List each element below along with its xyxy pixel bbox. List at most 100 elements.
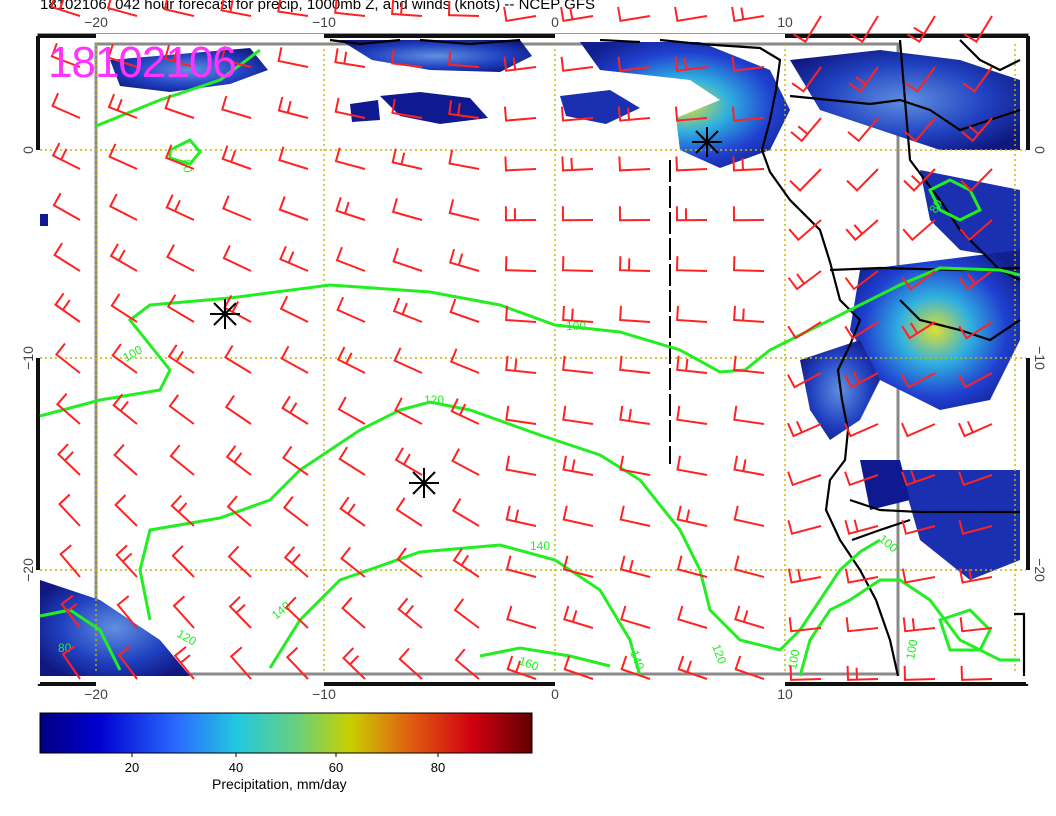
wind-barb — [561, 256, 594, 272]
wind-barb — [731, 6, 765, 23]
wind-barb — [619, 555, 651, 578]
wind-barb — [334, 97, 366, 119]
wind-barb — [505, 555, 537, 578]
wind-barb — [505, 305, 537, 323]
wind-barb — [173, 646, 195, 680]
precip-blob-sw — [40, 580, 190, 676]
wind-barb — [617, 6, 651, 23]
wind-barb — [391, 0, 423, 17]
wind-barb — [787, 321, 822, 340]
wind-barb — [396, 547, 423, 578]
lon-top-tick: −20 — [84, 14, 108, 30]
wind-barb — [846, 665, 879, 681]
contour-labels: 80 80 100 100 120 120 120 140 140 140 16… — [58, 158, 945, 674]
wind-barb — [228, 595, 252, 629]
wind-barb — [674, 56, 708, 72]
wind-barb — [283, 546, 309, 578]
wind-barb — [562, 355, 594, 374]
wind-barb — [284, 596, 309, 629]
wind-barb — [50, 42, 81, 68]
wind-barb — [107, 43, 138, 68]
wind-barb — [172, 595, 195, 629]
wind-barb — [335, 246, 366, 272]
asterisk-marker-gulf — [692, 127, 722, 157]
wind-barb — [107, 93, 138, 119]
contour-label: 120 — [175, 626, 200, 648]
wind-barb — [342, 647, 366, 680]
lon-top-tick: −10 — [312, 14, 336, 30]
precip-blob-nw — [110, 48, 268, 92]
wind-barb — [906, 15, 936, 43]
wind-barb — [846, 168, 879, 192]
wind-barb — [844, 568, 879, 584]
wind-barb — [448, 248, 480, 272]
wind-barb — [171, 545, 195, 578]
wind-barb — [280, 345, 309, 374]
wind-barb — [391, 49, 423, 68]
wind-barb — [958, 321, 993, 340]
wind-barb — [505, 405, 537, 425]
wind-barb — [163, 0, 195, 17]
wind-barb — [226, 495, 252, 527]
wind-barb — [958, 471, 993, 487]
wind-barb — [281, 395, 309, 425]
wind-barb — [963, 15, 993, 43]
wind-barb — [731, 56, 765, 72]
wind-barb — [789, 168, 822, 192]
contour-label: 100 — [785, 648, 802, 670]
wind-barb — [901, 470, 936, 487]
wind-barb — [675, 206, 708, 222]
wind-barb — [619, 455, 651, 476]
wind-barb — [108, 193, 138, 221]
wind-barb — [843, 422, 879, 438]
wind-barb — [957, 420, 993, 438]
wind-barb — [787, 519, 822, 535]
wind-barb — [398, 647, 423, 680]
wind-barb — [961, 117, 993, 143]
wind-barb — [50, 0, 81, 17]
wind-barb — [51, 142, 81, 170]
wind-barb — [901, 568, 936, 584]
wind-barb — [334, 0, 366, 17]
wind-barb — [960, 168, 993, 192]
wind-barb — [51, 92, 81, 119]
wind-barb — [335, 197, 366, 221]
wind-barb — [164, 94, 195, 119]
wind-barb — [901, 519, 936, 535]
lon-top-tick: 10 — [777, 14, 793, 30]
wind-barb — [111, 343, 138, 374]
wind-barb — [391, 198, 423, 221]
wind-barb — [339, 496, 366, 527]
wind-barb — [619, 355, 651, 374]
wind-barb — [788, 617, 822, 633]
wind-barb — [844, 371, 879, 389]
wind-barb — [847, 117, 879, 143]
precip-blob-mid-north — [380, 92, 488, 124]
colorbar-tick-label: 20 — [124, 760, 140, 775]
wind-barb — [791, 66, 822, 93]
wind-barb — [618, 256, 651, 272]
wind-barb — [58, 493, 81, 527]
wind-barb — [731, 106, 765, 122]
wind-barb — [336, 296, 366, 323]
wind-barb — [844, 270, 879, 291]
wind-barb — [227, 545, 252, 578]
wind-barb — [55, 393, 81, 425]
asterisk-marker-south — [409, 468, 439, 498]
wind-barb — [674, 106, 708, 122]
wind-barb — [504, 256, 537, 272]
wind-barb — [52, 192, 81, 221]
wind-barb — [392, 247, 423, 272]
colorbar-tick-label: 60 — [328, 760, 344, 775]
wind-barb — [221, 95, 252, 119]
wind-barb — [958, 270, 993, 291]
map-border-breaks — [36, 34, 1030, 686]
wind-barb — [336, 346, 366, 374]
wind-barb — [220, 46, 252, 68]
asterisk-marker-west — [210, 299, 240, 329]
contour-label: 80 — [926, 197, 945, 216]
map-title: 18102106, 042 hour forecast for precip, … — [40, 0, 595, 13]
lon-bottom-tick: −20 — [84, 686, 108, 702]
wind-barb — [278, 196, 309, 221]
wind-barb — [505, 355, 537, 374]
